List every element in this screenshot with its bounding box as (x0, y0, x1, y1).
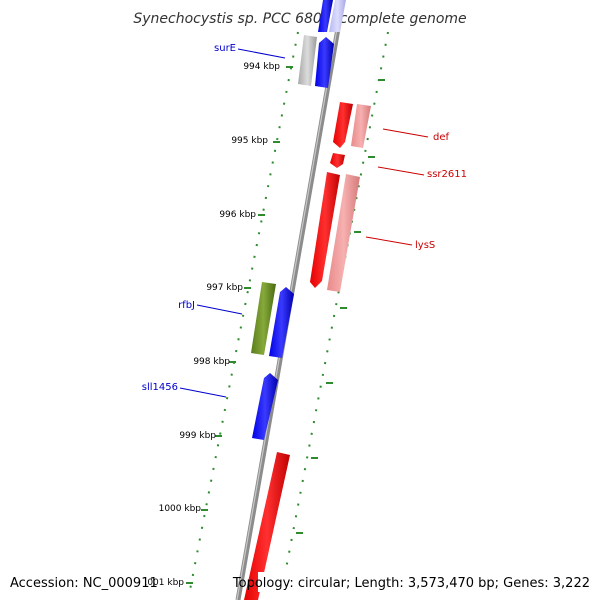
scale-label: 995 kbp (231, 136, 268, 146)
footer-topology-bg (258, 572, 596, 592)
gene-label-ssr2611[interactable]: ssr2611 (427, 169, 467, 180)
gene-feature-def[interactable] (333, 102, 353, 148)
scale-label: 1000 kbp (159, 504, 202, 514)
gene-feature-sll1456[interactable] (252, 373, 278, 440)
gene-label-surE[interactable]: surE (214, 43, 236, 54)
gene-label-def[interactable]: def (433, 132, 450, 143)
footer-topology: Topology: circular; Length: 3,573,470 bp… (232, 576, 590, 591)
footer-accession-bg (4, 572, 146, 592)
gene-feature-surE[interactable] (315, 37, 334, 88)
scale-label: 998 kbp (193, 357, 230, 367)
inner-major-ticks (186, 66, 293, 584)
gene-label-sll1456[interactable]: sll1456 (142, 382, 178, 393)
gene-feature-top-lavender (329, 0, 346, 32)
gene-feature-grey (298, 35, 317, 86)
scale-label: 996 kbp (219, 210, 256, 220)
gene-feature-lysS-pink (327, 174, 360, 292)
scale-labels: 994 kbp 995 kbp 996 kbp 997 kbp 998 kbp … (142, 62, 281, 588)
outer-major-ticks (296, 79, 385, 534)
gene-feature-lysS[interactable] (310, 172, 340, 288)
gene-label-rfbJ[interactable]: rfbJ (178, 300, 195, 311)
footer-accession: Accession: NC_000911 (10, 576, 158, 591)
gene-label-lysS[interactable]: lysS (415, 240, 435, 251)
gene-feature-top-blue (318, 0, 333, 32)
scale-label: 997 kbp (206, 283, 243, 293)
gene-feature-rfbJ-olive (251, 282, 276, 355)
outer-scale-track (281, 31, 389, 591)
gene-feature-rfbJ[interactable] (269, 287, 294, 358)
gene-feature-def-pink (351, 104, 371, 148)
gene-feature-ssr2611[interactable] (330, 153, 345, 168)
gene-label-leaders (179, 48, 429, 398)
scale-label: 1001 kbp (142, 578, 185, 588)
gene-feature-bottom-red (244, 452, 290, 600)
map-title: Synechocystis sp. PCC 6803, complete gen… (133, 11, 466, 27)
scale-label: 994 kbp (243, 62, 280, 72)
scale-label: 999 kbp (179, 431, 216, 441)
